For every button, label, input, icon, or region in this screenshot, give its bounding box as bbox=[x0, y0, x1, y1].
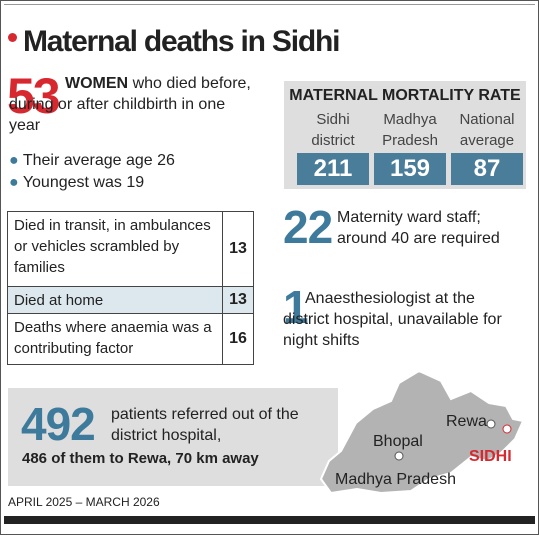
referral-number: 492 bbox=[21, 398, 96, 450]
headline-number: 53 bbox=[7, 68, 61, 124]
mmr-title: MATERNAL MORTALITY RATE bbox=[289, 87, 521, 104]
bullet: ● Youngest was 19 bbox=[9, 174, 145, 191]
mmr-item: National average 87 bbox=[451, 109, 523, 185]
mmr-value: 87 bbox=[451, 153, 523, 185]
table-cell: 16 bbox=[222, 314, 253, 364]
mmr-value: 211 bbox=[297, 153, 369, 185]
mmr-label: Sidhi district bbox=[311, 111, 355, 149]
table-row: Deaths where anaemia was a contributing … bbox=[7, 313, 254, 365]
bottom-rule bbox=[4, 516, 535, 524]
anaesthesiologist-number: 1 bbox=[283, 281, 309, 333]
bullet-text: Their average age 26 bbox=[22, 152, 175, 169]
headline-text: WOMEN who died before, during or after c… bbox=[9, 73, 259, 136]
mmr-label: National average bbox=[459, 111, 515, 149]
map-city: Rewa bbox=[446, 413, 487, 430]
map-city: Bhopal bbox=[373, 433, 423, 450]
headline-emphasis: WOMEN bbox=[65, 75, 129, 92]
map-state: Madhya Pradesh bbox=[335, 471, 456, 488]
referral-text: patients referred out of the district ho… bbox=[111, 406, 299, 444]
top-rule bbox=[4, 4, 535, 5]
title: Maternal deaths in Sidhi bbox=[23, 25, 340, 58]
table-cell: 13 bbox=[222, 212, 253, 286]
anaesthesiologist-text: Anaesthesiologist at the district hospit… bbox=[283, 290, 502, 349]
state-shape bbox=[319, 369, 525, 495]
bullet: ● Their average age 26 bbox=[9, 152, 175, 169]
title-bullet bbox=[8, 33, 17, 42]
city-dot bbox=[394, 451, 404, 461]
mmr-item: Madhya Pradesh 159 bbox=[374, 109, 446, 185]
staff-number: 22 bbox=[283, 201, 333, 253]
table-cell: Died at home bbox=[14, 292, 104, 309]
city-dot bbox=[502, 424, 512, 434]
city-dot bbox=[486, 419, 496, 429]
table-row: Died in transit, in ambulances or vehicl… bbox=[7, 211, 254, 287]
headline-body: who died before, during or after childbi… bbox=[9, 75, 251, 134]
staff-text: Maternity ward staff; around 40 are requ… bbox=[337, 209, 500, 247]
referral-emphasis: 486 of them to Rewa, 70 km away bbox=[22, 450, 259, 467]
map-city: SIDHI bbox=[469, 448, 512, 465]
map bbox=[319, 369, 525, 495]
table-cell: 13 bbox=[222, 287, 253, 313]
mmr-label: Madhya Pradesh bbox=[382, 111, 438, 149]
table-cell: Died in transit, in ambulances or vehicl… bbox=[14, 217, 211, 276]
bullet-list: ● Their average age 26 ● Youngest was 19 bbox=[9, 150, 175, 194]
mmr-value: 159 bbox=[374, 153, 446, 185]
mmr-item: Sidhi district 211 bbox=[297, 109, 369, 185]
table-row: Died at home 13 bbox=[7, 286, 254, 314]
referral-box bbox=[8, 388, 338, 486]
bullet-text: Youngest was 19 bbox=[22, 174, 145, 191]
table-cell: Deaths where anaemia was a contributing … bbox=[14, 319, 212, 357]
footer: APRIL 2025 – MARCH 2026 bbox=[8, 495, 160, 509]
